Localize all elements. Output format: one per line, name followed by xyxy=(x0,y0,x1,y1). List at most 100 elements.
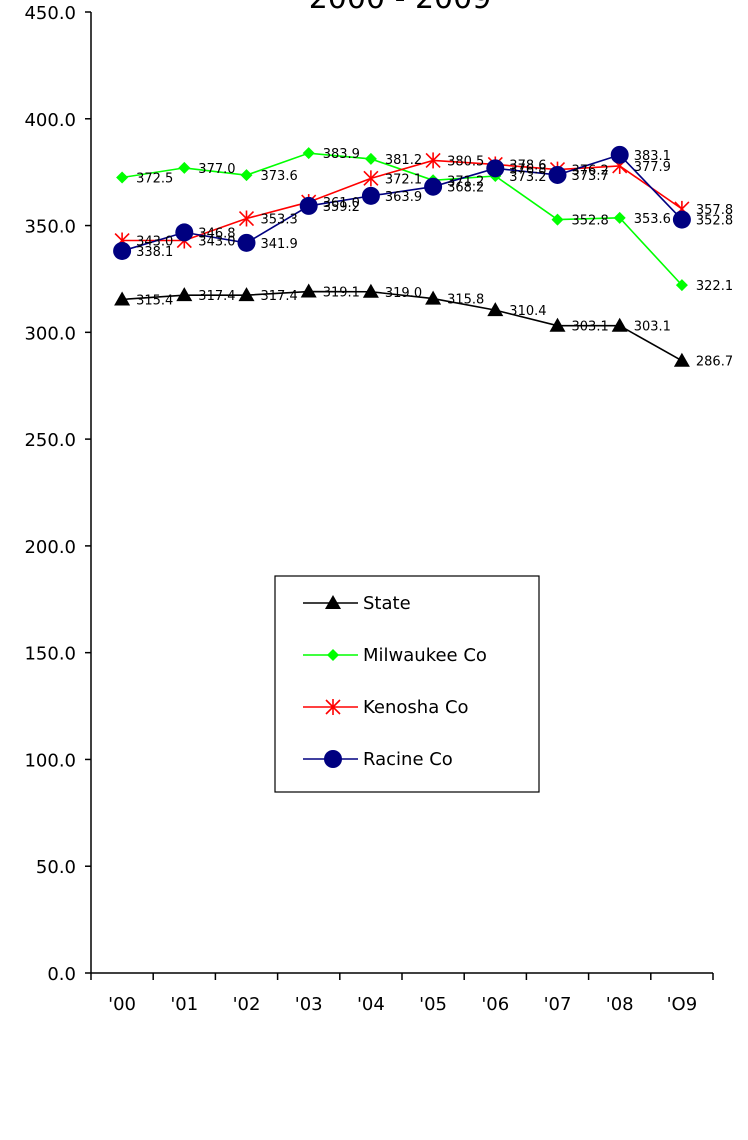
data-label: 352.8 xyxy=(572,214,609,229)
data-label: 361.0 xyxy=(323,196,360,211)
data-label: 371.2 xyxy=(447,174,484,189)
data-point-circle xyxy=(324,750,342,768)
data-label: 319.1 xyxy=(323,286,360,301)
legend-item: Milwaukee Co xyxy=(303,645,487,666)
data-label: 376.2 xyxy=(572,164,609,179)
data-label: 383.9 xyxy=(323,147,360,162)
data-point-triangle xyxy=(114,291,131,306)
data-label: 315.8 xyxy=(447,293,484,308)
data-label: 317.4 xyxy=(198,289,235,304)
legend-item: Kenosha Co xyxy=(303,697,469,718)
data-point-triangle xyxy=(325,595,341,609)
x-tick-label: '07 xyxy=(544,994,572,1015)
data-point-circle xyxy=(610,145,629,164)
x-tick-label: '05 xyxy=(419,994,447,1015)
data-label: 359.2 xyxy=(323,200,360,215)
data-label: 373.7 xyxy=(572,169,609,184)
legend-label: State xyxy=(363,593,411,614)
series-layer xyxy=(113,145,691,367)
data-point-triangle xyxy=(673,352,690,367)
data-label: 317.4 xyxy=(261,289,298,304)
y-tick-label: 200.0 xyxy=(24,537,76,558)
x-tick-label: '00 xyxy=(108,994,136,1015)
data-point-triangle xyxy=(611,317,628,332)
series-line xyxy=(122,290,683,362)
legend-item: State xyxy=(303,593,411,614)
data-label: 368.2 xyxy=(447,181,484,196)
data-label: 303.1 xyxy=(572,320,609,335)
legend: State Milwaukee Co Kenosha Co Racine Co xyxy=(274,575,540,793)
data-label: 372.5 xyxy=(136,172,173,187)
data-label: 352.8 xyxy=(696,214,733,229)
data-point-triangle xyxy=(300,283,317,298)
legend-label: Kenosha Co xyxy=(363,697,469,718)
x-tick-label: '04 xyxy=(357,994,385,1015)
y-tick-label: 150.0 xyxy=(24,644,76,665)
data-label: 357.8 xyxy=(696,203,733,218)
series-line xyxy=(121,153,683,252)
chart-title: 2000 - 2009 xyxy=(309,0,492,16)
data-point-circle xyxy=(672,210,691,229)
y-tick-label: 300.0 xyxy=(24,323,76,344)
data-label: 338.1 xyxy=(136,245,173,260)
data-point-triangle xyxy=(238,287,255,302)
data-point-diamond xyxy=(613,211,626,224)
legend-item: Racine Co xyxy=(303,749,453,770)
data-label: 286.7 xyxy=(696,355,733,370)
data-point-triangle xyxy=(487,302,504,317)
data-label: 363.9 xyxy=(385,190,422,205)
data-point-diamond xyxy=(327,649,339,661)
x-tick-label: '08 xyxy=(606,994,634,1015)
data-point-triangle xyxy=(549,317,566,332)
data-label: 315.4 xyxy=(136,293,173,308)
data-point-asterisk xyxy=(425,152,441,169)
y-tick-label: 250.0 xyxy=(24,430,76,451)
data-point-circle xyxy=(113,241,132,260)
data-point-asterisk xyxy=(238,210,255,227)
x-tick-label: '02 xyxy=(233,994,261,1015)
data-point-circle xyxy=(237,233,256,252)
data-label: 346.8 xyxy=(198,226,235,241)
data-point-circle xyxy=(299,196,318,215)
data-label: 376.8 xyxy=(509,162,546,177)
data-point-triangle xyxy=(425,290,442,305)
y-tick-label: 0.0 xyxy=(47,964,76,985)
series-state xyxy=(114,283,690,367)
data-label: 378.6 xyxy=(509,158,546,173)
data-point-triangle xyxy=(176,287,193,302)
data-point-diamond xyxy=(364,152,377,165)
data-label: 343.0 xyxy=(198,235,235,250)
data-point-circle xyxy=(361,186,380,205)
data-point-diamond xyxy=(551,213,564,226)
x-tick-label: 'O9 xyxy=(667,994,698,1015)
data-label: 372.1 xyxy=(385,172,422,187)
data-label: 303.1 xyxy=(634,320,671,335)
y-tick-label: 400.0 xyxy=(24,110,76,131)
data-label-layer: 315.4 317.4 317.4 319.1 319.0 315.8 310.4 303.1… xyxy=(136,147,733,370)
data-point-diamond xyxy=(302,147,315,160)
data-point-diamond xyxy=(178,161,191,174)
data-label: 377.9 xyxy=(634,160,671,175)
data-label: 383.1 xyxy=(634,149,671,164)
data-point-diamond xyxy=(116,171,129,184)
data-point-circle xyxy=(424,177,443,196)
data-label: 310.4 xyxy=(509,304,546,319)
x-tick-label: '06 xyxy=(481,994,509,1015)
data-point-circle xyxy=(175,223,194,242)
data-label: 319.0 xyxy=(385,286,422,301)
x-tick-label: '01 xyxy=(170,994,198,1015)
axes: 0.0 50.0 100.0 150.0 200.0 250.0 300.0 350.0 400… xyxy=(24,3,714,1015)
y-tick-label: 50.0 xyxy=(36,857,76,878)
data-label: 343.0 xyxy=(136,235,173,250)
data-label: 377.0 xyxy=(198,162,235,177)
data-point-asterisk xyxy=(325,699,341,715)
y-tick-label: 350.0 xyxy=(24,217,76,238)
data-label: 380.5 xyxy=(447,154,484,169)
data-label: 381.2 xyxy=(385,153,422,168)
series-line xyxy=(122,159,683,242)
legend-label: Racine Co xyxy=(363,749,453,770)
data-label: 322.1 xyxy=(696,279,733,294)
data-point-triangle xyxy=(362,283,379,298)
data-point-circle xyxy=(486,159,505,178)
